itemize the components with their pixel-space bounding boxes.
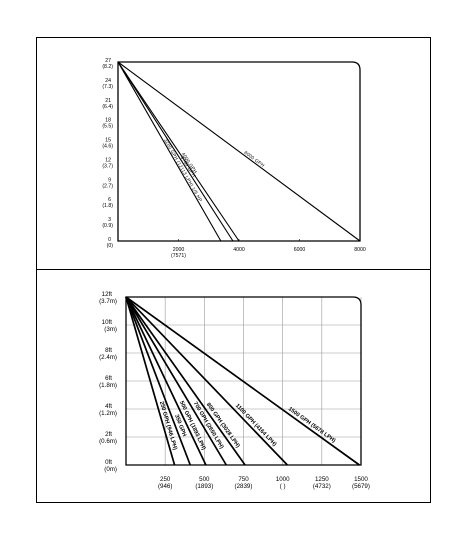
plot-area bbox=[117, 61, 361, 242]
x-tick-label: 250 bbox=[160, 476, 171, 483]
y-tick-label: 12 bbox=[105, 157, 111, 163]
y-tick-label: 8ft bbox=[105, 347, 112, 354]
series-line bbox=[125, 296, 246, 466]
y-tick-sub: (4.6) bbox=[102, 144, 113, 150]
y-tick-label: 21 bbox=[105, 98, 111, 104]
y-tick-sub: (0.6m) bbox=[99, 438, 117, 445]
series-line bbox=[117, 61, 234, 242]
series-line bbox=[125, 296, 207, 466]
series-line bbox=[117, 61, 361, 242]
x-tick-sub: (4732) bbox=[313, 483, 331, 490]
y-tick-label: 12ft bbox=[102, 291, 113, 298]
x-tick-sub: (7571) bbox=[171, 253, 186, 259]
y-tick-sub: (5.5) bbox=[102, 124, 113, 130]
y-tick-sub: (1.8) bbox=[102, 203, 113, 209]
x-tick-sub: (946) bbox=[158, 483, 172, 490]
y-tick-label: 9 bbox=[108, 177, 111, 183]
series-line bbox=[125, 296, 192, 466]
y-tick-sub: (0.9) bbox=[102, 223, 113, 229]
y-tick-label: 27 bbox=[105, 58, 111, 64]
figure-frame bbox=[36, 37, 431, 503]
plot-area bbox=[125, 296, 362, 466]
y-tick-sub: (3.7m) bbox=[99, 298, 117, 305]
y-tick-label: 24 bbox=[105, 78, 111, 84]
y-tick-sub: (0) bbox=[107, 243, 114, 249]
y-tick-sub: (1.2m) bbox=[99, 410, 117, 417]
x-tick-label: 8000 bbox=[354, 247, 366, 253]
y-tick-label: 3 bbox=[108, 217, 111, 223]
x-tick-label: 500 bbox=[199, 476, 210, 483]
x-tick-sub: (5679) bbox=[352, 483, 370, 490]
x-tick-label: 2000 bbox=[173, 247, 185, 253]
x-tick-sub: ( ) bbox=[280, 483, 286, 490]
y-tick-label: 18 bbox=[105, 118, 111, 124]
chart-top: 27(8.2) 24(7.3) 21(6.4) 18(5.5) 15(4.6) 12(3.… bbox=[102, 58, 366, 259]
x-tick-label: 1000 bbox=[276, 476, 290, 483]
series-line bbox=[125, 296, 360, 466]
series-line bbox=[117, 61, 240, 242]
y-tick-sub: (0m) bbox=[104, 466, 117, 473]
y-tick-sub: (3.7) bbox=[102, 163, 113, 169]
y-tick-label: 2ft bbox=[105, 431, 112, 438]
x-tick-label: 4000 bbox=[233, 247, 245, 253]
y-tick-label: 6ft bbox=[105, 375, 112, 382]
x-tick-label: 6000 bbox=[294, 247, 306, 253]
y-tick-sub: (7.3) bbox=[102, 84, 113, 90]
y-tick-label: 15 bbox=[105, 138, 111, 144]
y-tick-sub: (6.4) bbox=[102, 104, 113, 110]
y-tick-label: 10ft bbox=[102, 319, 113, 326]
series-line bbox=[125, 296, 176, 466]
series-line bbox=[117, 61, 222, 242]
x-tick-label: 1250 bbox=[315, 476, 329, 483]
y-tick-sub: (1.8m) bbox=[99, 382, 117, 389]
series-line bbox=[125, 296, 288, 466]
y-tick-label: 0 bbox=[108, 237, 111, 243]
y-tick-sub: (8.2) bbox=[102, 64, 113, 70]
x-tick-sub: (2839) bbox=[235, 483, 253, 490]
y-tick-sub: (3m) bbox=[104, 326, 117, 333]
y-tick-sub: (2.7) bbox=[102, 183, 113, 189]
series-label: 1500 GPH (5678 LPH) bbox=[287, 406, 337, 444]
y-tick-label: 6 bbox=[108, 197, 111, 203]
panel-divider bbox=[36, 269, 431, 270]
y-tick-label: 0ft bbox=[105, 459, 112, 466]
y-tick-sub: (2.4m) bbox=[99, 354, 117, 361]
series-line bbox=[125, 296, 227, 466]
y-tick-label: 4ft bbox=[105, 403, 112, 410]
x-tick-sub: (1893) bbox=[195, 483, 213, 490]
series-label: 1100 GPH (4164 LPH) bbox=[234, 403, 277, 448]
x-tick-label: 750 bbox=[238, 476, 249, 483]
x-tick-label: 1500 bbox=[354, 476, 368, 483]
